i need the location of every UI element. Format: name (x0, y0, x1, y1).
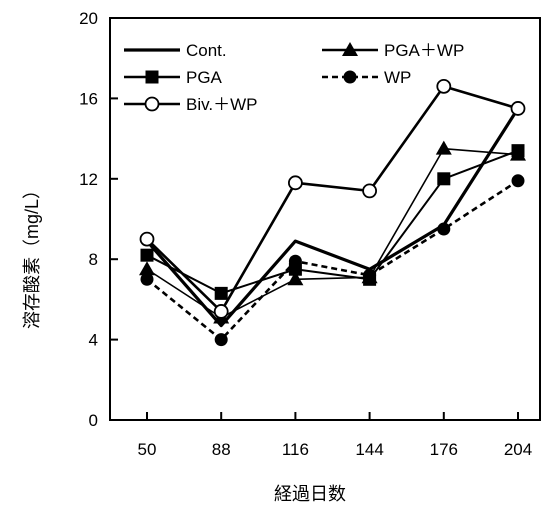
data-point (287, 271, 304, 286)
data-point (437, 222, 451, 236)
data-point (139, 261, 155, 276)
x-tick-label: 88 (212, 440, 231, 459)
legend-item: WP (322, 68, 411, 87)
x-tick-label: 116 (282, 440, 309, 459)
data-point (213, 304, 229, 319)
data-point (436, 78, 452, 94)
legend-label: PGA＋WP (384, 41, 464, 60)
series-line (146, 85, 519, 313)
y-tick-label: 12 (79, 170, 98, 189)
data-point (139, 231, 155, 247)
y-axis-title: 溶存酸素（mg/L） (22, 181, 42, 329)
y-tick-label: 0 (89, 411, 98, 430)
series-line (146, 179, 519, 341)
legend-label: Cont. (186, 41, 227, 60)
legend-marker (343, 70, 357, 84)
y-tick-label: 8 (89, 250, 98, 269)
data-point (511, 144, 525, 158)
series-4 (139, 78, 526, 319)
series-line (146, 147, 519, 319)
data-point (288, 254, 302, 268)
legend-item: Biv.＋WP (124, 95, 257, 114)
data-point (140, 272, 154, 286)
series-1 (139, 140, 526, 324)
legend-marker (144, 96, 160, 112)
data-point (437, 172, 451, 186)
data-point (287, 175, 303, 191)
data-point (510, 101, 526, 116)
x-tick-label: 176 (430, 440, 458, 459)
series-2 (140, 144, 525, 300)
data-point (363, 268, 377, 282)
legend-marker (342, 42, 358, 56)
data-point (214, 333, 228, 347)
legend-marker (145, 70, 159, 84)
data-point (435, 140, 452, 155)
plot-area (109, 17, 541, 421)
legend-label: PGA (186, 68, 223, 87)
x-axis: 50 88 116 144 176 204 (138, 412, 532, 459)
plot-border (109, 17, 541, 421)
legend-item: PGA＋WP (322, 41, 464, 60)
x-tick-label: 50 (138, 440, 157, 459)
data-point (362, 183, 378, 199)
y-tick-label: 16 (79, 89, 98, 108)
x-tick-label: 144 (355, 440, 383, 459)
legend-label: WP (384, 68, 411, 87)
y-axis: 0 4 8 12 16 20 (79, 9, 118, 430)
legend-item: Cont. (124, 41, 227, 60)
y-tick-label: 20 (79, 9, 98, 28)
legend: Cont. PGA＋WP PGA WP Biv.＋WP (124, 41, 464, 114)
legend-item: PGA (124, 68, 223, 87)
y-tick-label: 4 (89, 331, 98, 350)
series-0 (145, 107, 520, 328)
series-line (146, 149, 519, 295)
x-axis-title: 経過日数 (274, 484, 346, 504)
data-point (511, 174, 525, 188)
data-point (214, 286, 228, 300)
series-layer (139, 78, 526, 347)
series-line (145, 107, 520, 328)
x-tick-label: 204 (504, 440, 532, 459)
series-3 (140, 174, 525, 347)
legend-label: Biv.＋WP (186, 95, 257, 114)
data-point (140, 248, 154, 262)
